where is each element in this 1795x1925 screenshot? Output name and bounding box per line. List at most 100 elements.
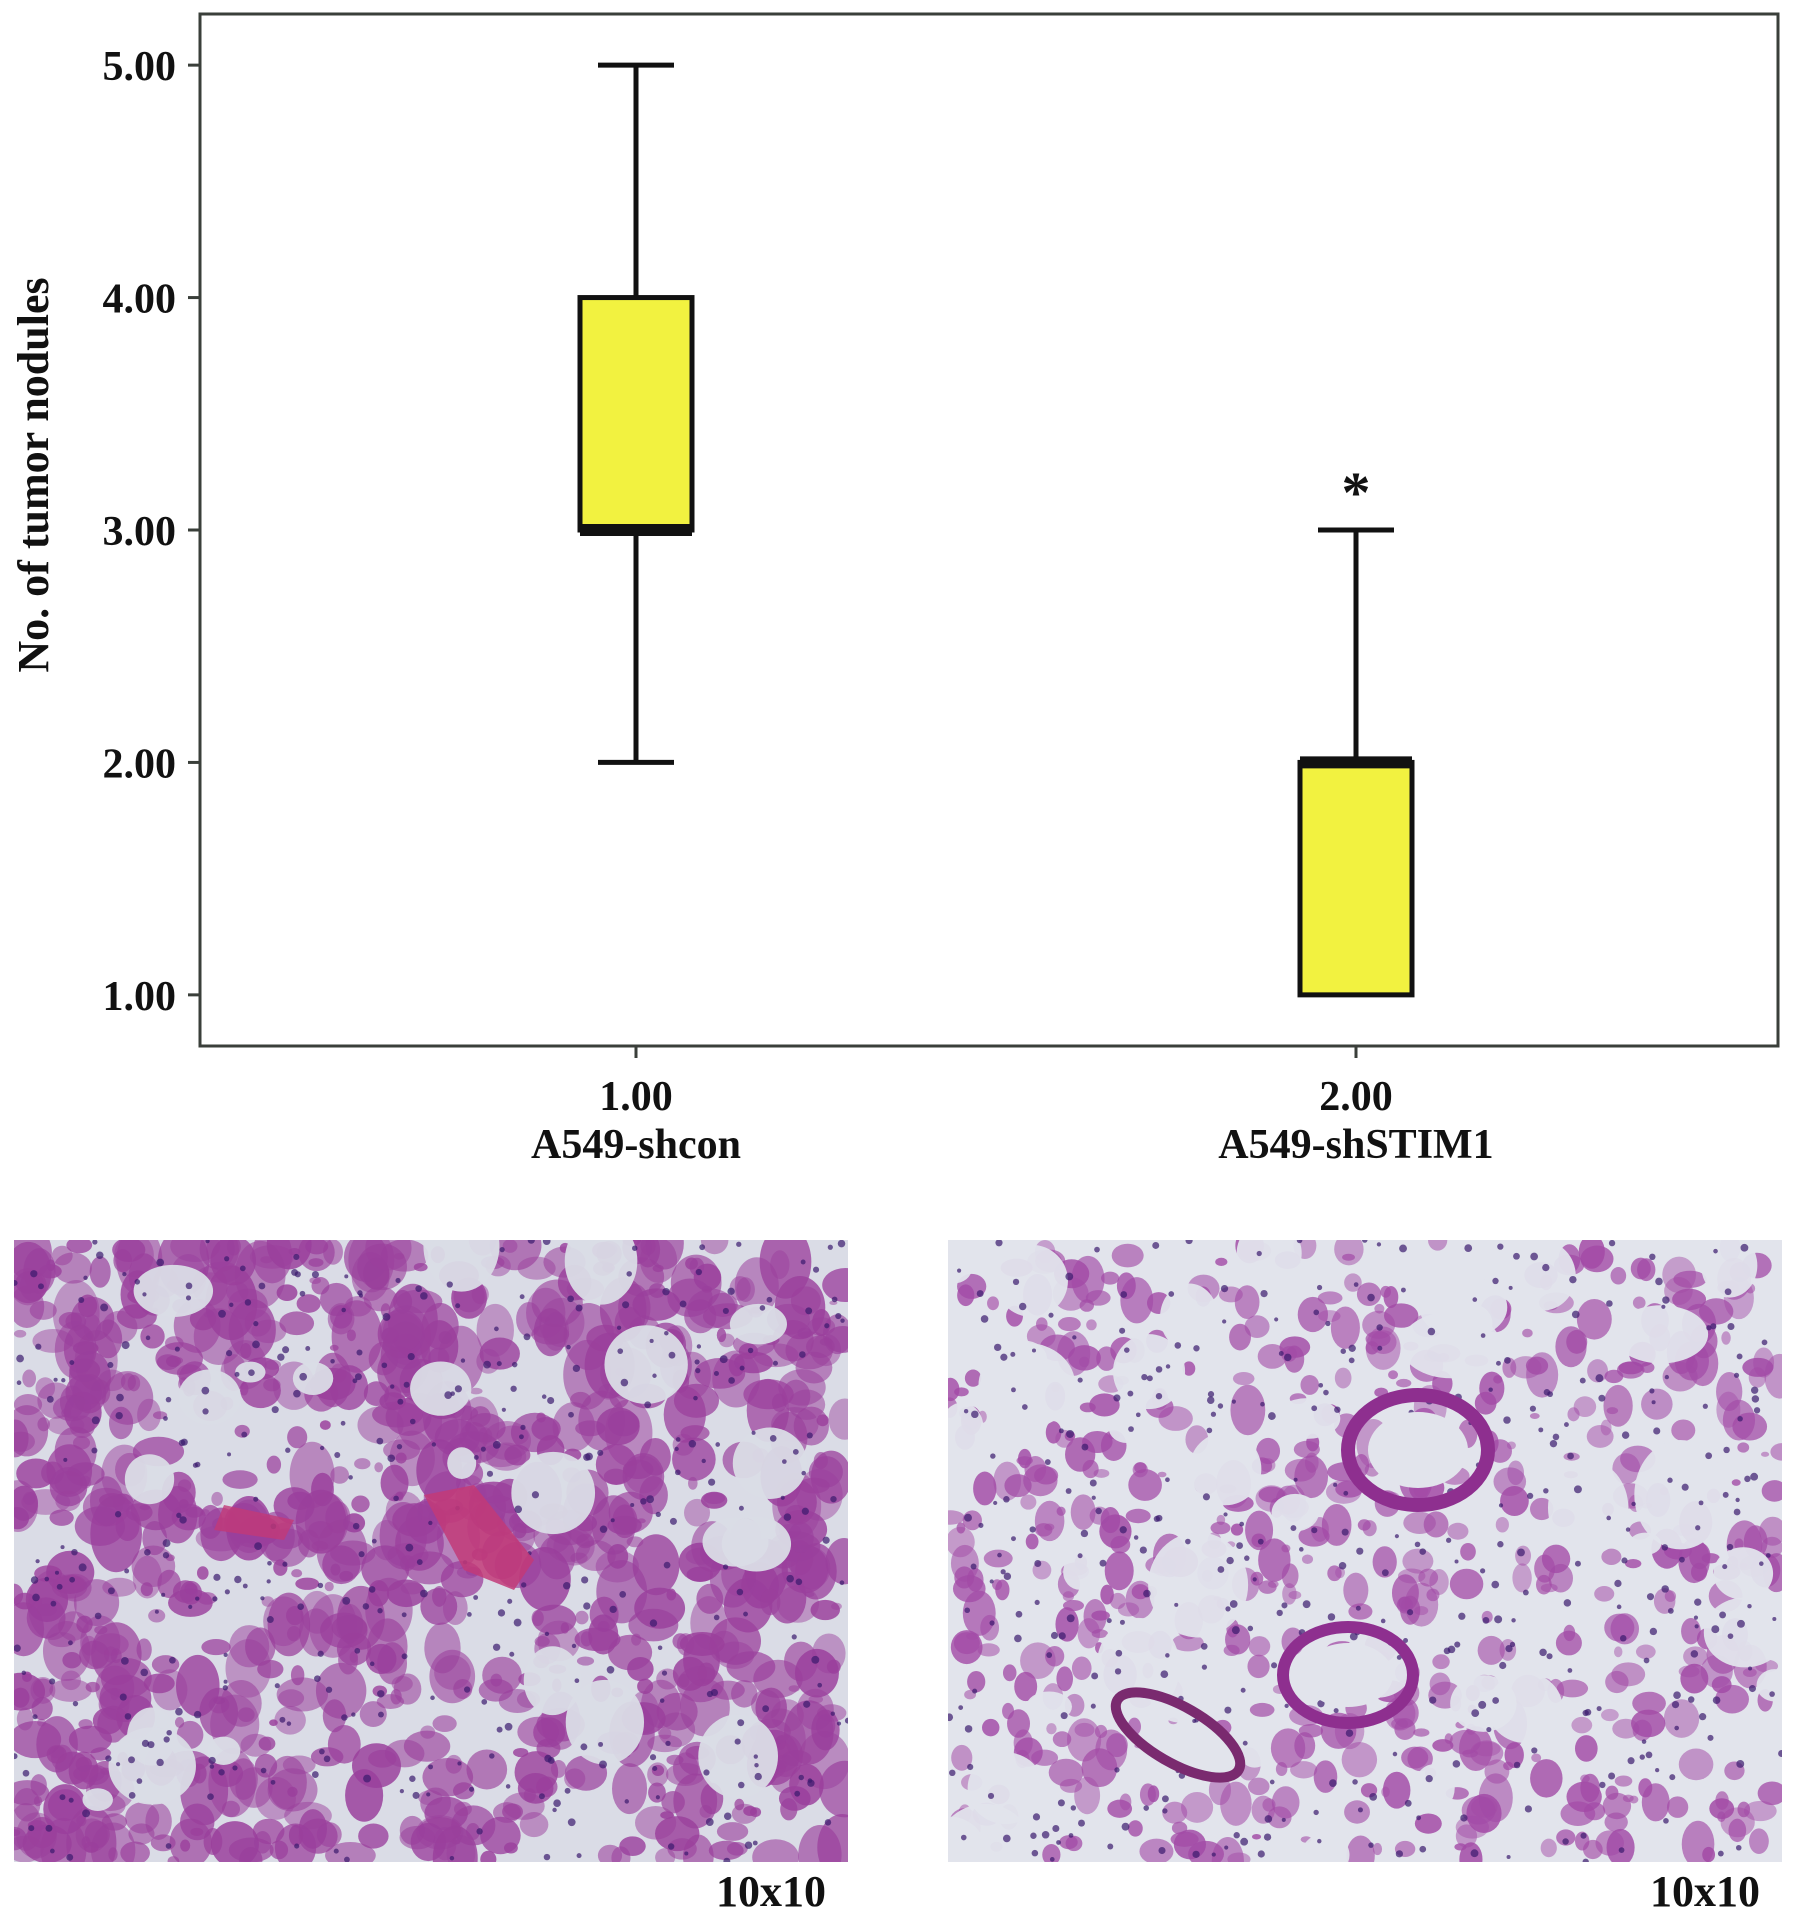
nucleus-dot [1706, 1325, 1712, 1331]
nucleus-dot [460, 1358, 466, 1363]
tissue-cell [14, 1405, 49, 1457]
nucleus-dot [501, 1407, 506, 1412]
nucleus-dot [1284, 1703, 1289, 1709]
nucleus-dot [1340, 1348, 1346, 1354]
nucleus-dot [1646, 1593, 1655, 1601]
y-tick-label: 1.00 [103, 974, 177, 1020]
alveolar-space [1273, 1398, 1341, 1439]
nucleus-dot [543, 1853, 551, 1861]
nucleus-dot [1121, 1822, 1130, 1831]
tissue-cell [1018, 1448, 1032, 1469]
nucleus-dot [1399, 1244, 1407, 1253]
tissue-cell [1666, 1796, 1689, 1818]
nucleus-dot [1621, 1557, 1628, 1564]
nucleus-dot [377, 1690, 385, 1698]
tissue-cell [1109, 1592, 1126, 1610]
nucleus-dot [1498, 1503, 1504, 1508]
nucleus-dot [744, 1841, 753, 1849]
nucleus-dot [1717, 1850, 1724, 1857]
nucleus-dot [1185, 1538, 1191, 1545]
nucleus-dot [232, 1765, 238, 1771]
nucleus-dot [1567, 1452, 1574, 1460]
nucleus-dot [836, 1721, 842, 1726]
tissue-cell [34, 1565, 63, 1582]
tissue-cell [286, 1605, 304, 1626]
tissue-cell [1230, 1523, 1244, 1536]
nucleus-dot [1470, 1849, 1479, 1858]
nucleus-dot [1146, 1375, 1153, 1382]
tissue-cell [255, 1776, 296, 1820]
tissue-cell [1052, 1731, 1072, 1748]
tissue-cell [1230, 1384, 1266, 1436]
nucleus-dot [1698, 1712, 1707, 1721]
nucleus-dot [663, 1561, 671, 1569]
nucleus-dot [1029, 1526, 1036, 1533]
nucleus-dot [71, 1548, 78, 1556]
tissue-cell [666, 1588, 677, 1601]
nucleus-dot [822, 1536, 830, 1544]
tissue-cell [1094, 1724, 1108, 1738]
tissue-cell [298, 1809, 327, 1849]
nucleus-dot [997, 1552, 1002, 1558]
x-category-label: A549-shSTIM1 [1218, 1122, 1493, 1168]
nucleus-dot [1643, 1657, 1650, 1664]
tissue-cell [319, 1420, 331, 1430]
nucleus-dot [696, 1344, 702, 1349]
alveolar-space [1439, 1302, 1493, 1345]
tissue-cell [1388, 1370, 1398, 1380]
tissue-cell [560, 1622, 570, 1634]
tissue-cell [1372, 1842, 1383, 1856]
tissue-cell [679, 1631, 725, 1656]
nucleus-dot [1748, 1666, 1753, 1671]
tissue-cell [1026, 1324, 1056, 1349]
nucleus-dot [659, 1698, 665, 1703]
nucleus-dot [323, 1755, 331, 1763]
nucleus-dot [341, 1714, 348, 1721]
nucleus-dot [1722, 1491, 1729, 1498]
nucleus-dot [1702, 1403, 1708, 1409]
alveolar-space [1271, 1493, 1319, 1532]
nucleus-dot [844, 1717, 848, 1724]
nucleus-dot [794, 1790, 801, 1797]
nucleus-dot [967, 1763, 974, 1771]
nucleus-dot [738, 1781, 745, 1789]
nucleus-dot [1317, 1700, 1325, 1708]
nucleus-dot [542, 1240, 551, 1245]
tissue-cell [1346, 1835, 1375, 1862]
nucleus-dot [44, 1576, 50, 1582]
nucleus-dot [63, 1457, 68, 1462]
tissue-cell [666, 1754, 684, 1766]
nucleus-dot [82, 1809, 91, 1818]
nucleus-dot [344, 1856, 350, 1862]
nucleus-dot [1569, 1275, 1577, 1284]
nucleus-dot [377, 1608, 383, 1614]
alveolar-space [447, 1447, 477, 1480]
nucleus-dot [49, 1678, 56, 1685]
nucleus-dot [1619, 1634, 1627, 1642]
tissue-cell [828, 1398, 848, 1440]
alveolar-space [565, 1679, 645, 1765]
nucleus-dot [1736, 1353, 1743, 1360]
nucleus-dot [976, 1290, 984, 1297]
nucleus-dot [340, 1420, 346, 1426]
nucleus-dot [227, 1452, 232, 1457]
alveolar-space [410, 1361, 472, 1416]
nucleus-dot [68, 1797, 74, 1803]
nucleus-dot [1030, 1832, 1037, 1839]
nucleus-dot [701, 1458, 706, 1464]
tissue-cell [987, 1296, 999, 1311]
nucleus-dot [1690, 1650, 1699, 1658]
nucleus-dot [1095, 1507, 1102, 1515]
tissue-cell [752, 1839, 800, 1862]
tissue-cell [274, 1705, 306, 1735]
nucleus-dot [1263, 1833, 1272, 1841]
nucleus-dot [1505, 1644, 1513, 1653]
nucleus-dot [1737, 1416, 1743, 1422]
nucleus-dot [115, 1411, 123, 1420]
nucleus-dot [523, 1333, 531, 1341]
nucleus-dot [94, 1612, 102, 1620]
nucleus-dot [1669, 1774, 1676, 1781]
tissue-cell [1664, 1590, 1677, 1602]
nucleus-dot [30, 1270, 38, 1278]
tissue-cell [74, 1330, 118, 1392]
